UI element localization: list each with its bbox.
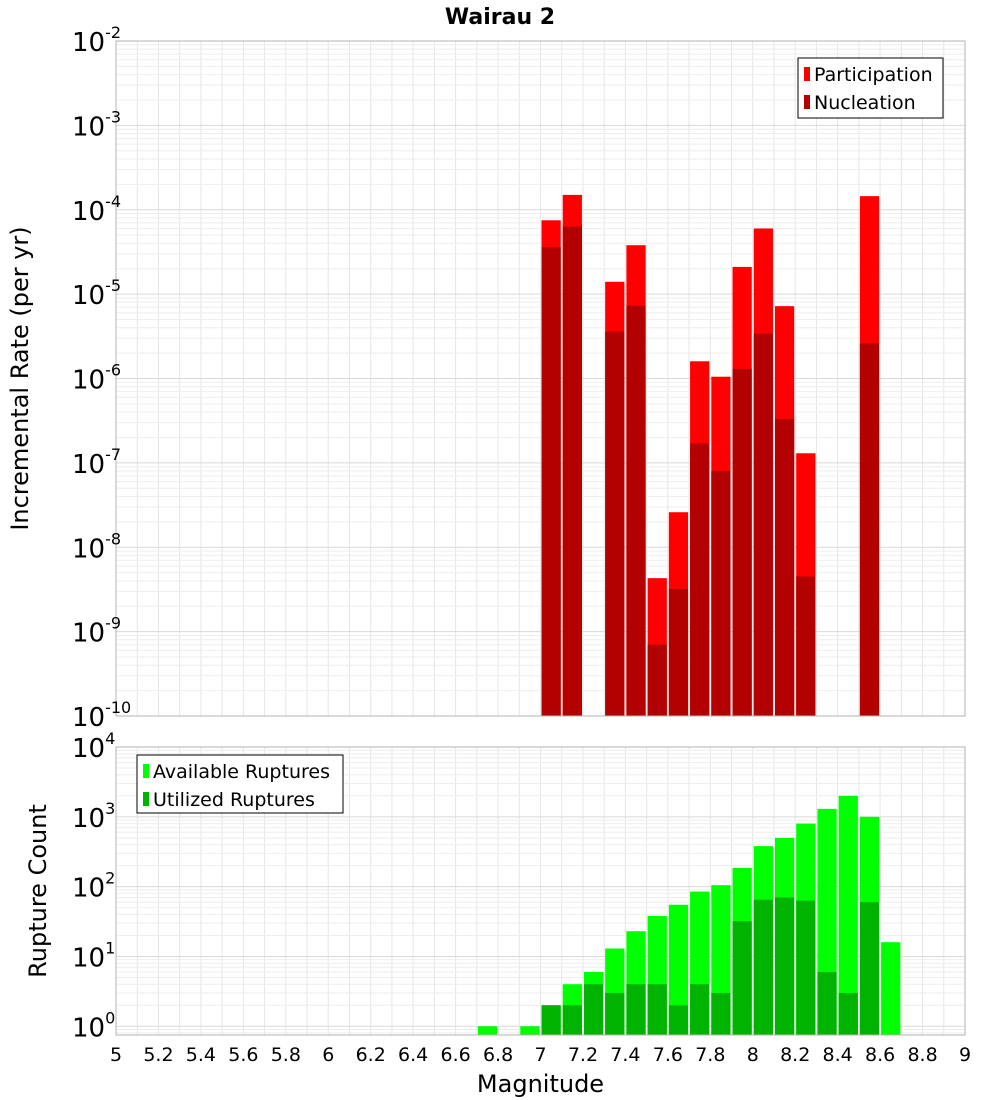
bar-utilized-ruptures <box>690 984 710 1035</box>
x-tick-label: 7.4 <box>610 1044 640 1066</box>
bar-nucleation <box>732 368 752 716</box>
bar-utilized-ruptures <box>605 992 625 1035</box>
legend-box <box>136 754 344 814</box>
bar-available-ruptures <box>881 942 901 1035</box>
x-tick-label: 6.6 <box>440 1044 470 1066</box>
y-tick-label: 10-9 <box>72 614 121 649</box>
x-tick-label: 6 <box>322 1044 334 1066</box>
legend-swatch <box>143 764 149 778</box>
x-tick-label: 6.2 <box>356 1044 386 1066</box>
y-tick-label: 100 <box>72 1008 115 1043</box>
chart-panel-0: 10-2 10-3 10-4 10-5 10-6 10-7 10-8 10-9 10-10 Inc… <box>6 23 966 733</box>
bar-nucleation <box>774 419 795 716</box>
chart-panel-1: 104 103 102 101 100 Rupture Count 5 5.2 5.4 5.6 5.… <box>24 729 971 1098</box>
bar-utilized-ruptures <box>668 1005 689 1035</box>
y-axis-label: Rupture Count <box>24 804 52 978</box>
x-tick-label: 5.6 <box>228 1044 258 1066</box>
bar-nucleation <box>605 331 625 716</box>
bar-nucleation <box>796 576 816 716</box>
y-tick-label: 104 <box>72 729 115 764</box>
y-tick-label: 102 <box>72 869 115 904</box>
bar-utilized-ruptures <box>774 897 795 1035</box>
x-axis-label: Magnitude <box>477 1070 604 1098</box>
x-tick-labels: 5 5.2 5.4 5.6 5.8 6 6.2 6.4 6.6 6.8 7 7.2 7.4 7.6 7.8 8… <box>110 1044 971 1066</box>
bar-nucleation <box>711 471 731 716</box>
legend: Available Ruptures Utilized Ruptures <box>136 754 344 814</box>
bar-nucleation <box>859 343 880 716</box>
x-tick-label: 8.6 <box>865 1044 895 1066</box>
bar-utilized-ruptures <box>562 1005 582 1035</box>
y-tick-label: 103 <box>72 799 115 834</box>
y-axis-label: Incremental Rate (per yr) <box>6 226 34 530</box>
bar-nucleation <box>753 333 773 716</box>
y-tick-label: 10-2 <box>72 23 121 58</box>
grid <box>115 41 966 717</box>
x-tick-label: 8 <box>747 1044 759 1066</box>
y-tick-label: 10-10 <box>72 698 131 733</box>
x-tick-label: 8.8 <box>907 1044 937 1066</box>
bar-utilized-ruptures <box>732 921 752 1035</box>
bar-utilized-ruptures <box>817 971 837 1035</box>
legend-box <box>797 57 944 119</box>
legend-entry: Utilized Ruptures <box>153 789 315 811</box>
series-nucleation <box>541 226 880 716</box>
x-tick-label: 8.4 <box>823 1044 853 1066</box>
y-tick-labels: 10-2 10-3 10-4 10-5 10-6 10-7 10-8 10-9 10-10 <box>72 23 131 733</box>
y-tick-label: 101 <box>72 938 115 973</box>
x-tick-label: 7.2 <box>568 1044 598 1066</box>
legend-entry: Participation <box>814 64 933 86</box>
bar-available-ruptures <box>520 1026 540 1035</box>
bar-utilized-ruptures <box>647 984 667 1035</box>
y-tick-label: 10-5 <box>72 276 121 311</box>
bar-available-ruptures <box>838 795 858 1035</box>
bar-nucleation <box>668 589 689 716</box>
x-tick-label: 5 <box>110 1044 122 1066</box>
bar-utilized-ruptures <box>838 992 858 1035</box>
x-tick-label: 5.4 <box>186 1044 216 1066</box>
bar-utilized-ruptures <box>796 900 816 1035</box>
y-tick-label: 10-4 <box>72 192 121 227</box>
legend-swatch <box>804 95 810 109</box>
bar-utilized-ruptures <box>753 899 773 1035</box>
x-tick-label: 5.8 <box>271 1044 301 1066</box>
bar-utilized-ruptures <box>583 984 604 1035</box>
x-tick-label: 8.2 <box>780 1044 810 1066</box>
x-tick-label: 7.6 <box>653 1044 683 1066</box>
x-tick-label: 7.8 <box>695 1044 725 1066</box>
bar-utilized-ruptures <box>859 902 880 1035</box>
bar-utilized-ruptures <box>711 992 731 1035</box>
x-tick-label: 9 <box>959 1044 971 1066</box>
x-tick-label: 6.4 <box>398 1044 428 1066</box>
y-tick-label: 10-8 <box>72 529 121 564</box>
x-tick-label: 5.2 <box>143 1044 173 1066</box>
chart-title: Wairau 2 <box>445 5 555 30</box>
bar-utilized-ruptures <box>626 984 646 1035</box>
legend-swatch <box>143 792 149 806</box>
legend-entry: Available Ruptures <box>153 761 330 783</box>
bar-nucleation <box>626 305 646 716</box>
bar-available-ruptures <box>668 904 689 1035</box>
y-tick-label: 10-3 <box>72 107 121 142</box>
plot-border <box>115 40 966 717</box>
legend-entry: Nucleation <box>814 92 916 114</box>
legend: Participation Nucleation <box>797 57 944 119</box>
bar-utilized-ruptures <box>541 1005 561 1035</box>
y-tick-label: 10-6 <box>72 361 121 396</box>
bar-nucleation <box>647 644 667 716</box>
y-tick-label: 10-7 <box>72 445 121 480</box>
bar-available-ruptures <box>477 1026 498 1035</box>
x-tick-label: 7 <box>534 1044 546 1066</box>
plot-border <box>115 746 966 1036</box>
bar-nucleation <box>690 443 710 716</box>
x-tick-label: 6.8 <box>483 1044 513 1066</box>
y-tick-labels: 104 103 102 101 100 <box>72 729 115 1043</box>
legend-swatch <box>804 67 810 81</box>
series-utilized-ruptures <box>541 897 880 1035</box>
bar-nucleation <box>562 226 582 716</box>
bar-nucleation <box>541 247 561 716</box>
